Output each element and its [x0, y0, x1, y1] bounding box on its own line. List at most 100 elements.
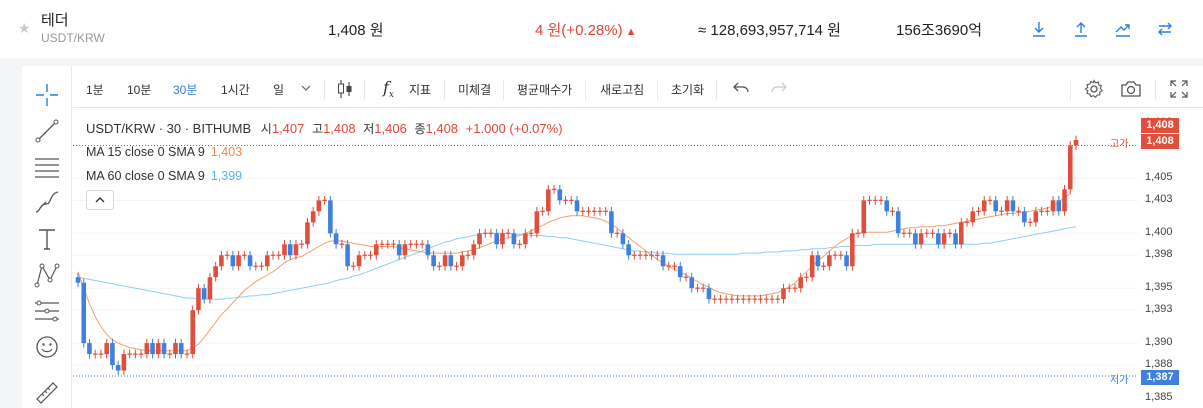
settings-gear-icon[interactable]	[1084, 79, 1104, 102]
candle-body	[706, 288, 712, 300]
legend-collapse-button[interactable]	[86, 190, 114, 210]
price-axis-tick: 1,405	[1145, 171, 1173, 184]
candle-body	[328, 200, 333, 234]
candle-type-icon[interactable]	[337, 79, 353, 102]
high-price-tag: 1,408	[1141, 134, 1179, 149]
candle-body	[287, 244, 293, 256]
candle-body	[918, 233, 924, 245]
swap-icon[interactable]	[1154, 18, 1176, 40]
undo-icon[interactable]	[733, 80, 749, 99]
candle-body	[190, 310, 196, 355]
fullscreen-icon[interactable]	[1169, 79, 1189, 102]
avg-buy-price-button[interactable]: 평균매수가	[517, 83, 573, 97]
candle-body	[213, 266, 218, 278]
interval-30m[interactable]: 30분	[173, 83, 198, 97]
candle-body	[660, 255, 666, 267]
legend-close-label: 종	[414, 122, 426, 136]
price-axis-tick: 1,393	[1145, 303, 1173, 316]
indicator-fx-icon[interactable]: fx	[383, 78, 394, 101]
candle-body	[941, 233, 947, 245]
trend-icon[interactable]	[1112, 18, 1134, 40]
pattern-icon[interactable]	[34, 262, 60, 288]
candle-body	[459, 255, 465, 267]
candle-body	[1050, 200, 1056, 212]
camera-icon[interactable]	[1120, 79, 1142, 102]
candle-body	[534, 211, 540, 234]
upload-icon[interactable]	[1070, 18, 1092, 40]
candle-body	[333, 233, 339, 245]
download-icon[interactable]	[1028, 18, 1050, 40]
emoji-icon[interactable]	[34, 334, 60, 360]
candle-body	[316, 200, 322, 212]
candle-body	[958, 222, 964, 245]
price-axis-tick: 1,390	[1145, 336, 1173, 349]
candle-body	[1033, 211, 1039, 223]
ruler-icon[interactable]	[34, 380, 60, 406]
candle-body	[1056, 200, 1062, 212]
interval-dropdown-chevron-icon[interactable]	[301, 79, 311, 98]
candle-body	[230, 255, 236, 267]
candle-body	[781, 288, 786, 300]
trend-line-icon[interactable]	[34, 118, 60, 144]
horizontal-lines-icon[interactable]	[34, 154, 60, 180]
unfilled-orders-button[interactable]: 미체결	[458, 83, 492, 97]
current-price: 1,408 원	[328, 22, 384, 39]
toolbar-divider	[716, 80, 717, 100]
market-cap: 156조3690억	[896, 22, 982, 39]
refresh-button[interactable]: 새로고침	[600, 83, 645, 97]
interval-1m[interactable]: 1분	[86, 83, 104, 97]
reset-button[interactable]: 초기화	[671, 83, 705, 97]
candle-body	[574, 200, 580, 212]
candle-body	[196, 288, 201, 311]
candle-body	[511, 233, 517, 245]
candle-body	[798, 277, 803, 289]
ma60-line	[77, 226, 1077, 300]
drawing-toolbar	[22, 66, 72, 408]
chart-toolbar: 1분 10분 30분 1시간 일 fx 지표 미체결 평균매수가 새로고침 초기…	[73, 74, 1203, 106]
chart-panel	[22, 66, 1203, 408]
text-tool-icon[interactable]	[34, 226, 60, 252]
candle-body	[1067, 145, 1073, 190]
toolbar-divider-line	[73, 107, 1203, 108]
coin-pair: USDT/KRW	[41, 31, 105, 45]
chevron-up-icon	[95, 197, 105, 203]
price-axis-tick: 1,395	[1145, 281, 1173, 294]
candle-body	[1062, 189, 1067, 212]
ma60-label: MA 60 close 0 SMA 9	[86, 169, 205, 183]
indicator-button[interactable]: 지표	[409, 83, 432, 97]
candle-body	[121, 354, 127, 371]
favorite-star-icon[interactable]: ★	[18, 20, 31, 36]
interval-1h[interactable]: 1시간	[221, 83, 250, 97]
price-chart[interactable]	[73, 108, 1138, 408]
price-axis-tick: 1,385	[1145, 391, 1173, 403]
brush-icon[interactable]	[34, 190, 60, 216]
candle-body	[1004, 200, 1010, 212]
candle-body	[104, 343, 109, 355]
candle-body	[844, 255, 849, 267]
crosshair-icon[interactable]	[34, 82, 60, 108]
candle-body	[247, 255, 253, 267]
candle-body	[373, 244, 379, 256]
market-header: ★ 테더 USDT/KRW 1,408 원 4 원(+0.28%) ▲ ≈ 128…	[0, 0, 1203, 58]
candle-body	[310, 211, 316, 223]
interval-10m[interactable]: 10분	[127, 83, 152, 97]
candle-body	[305, 222, 310, 245]
candle-body	[1010, 200, 1016, 212]
legend-open-label: 시	[260, 122, 272, 136]
candle-body	[356, 255, 362, 267]
interval-day[interactable]: 일	[273, 83, 285, 97]
current-price-tag: 1,408	[1141, 118, 1179, 133]
candle-body	[861, 200, 867, 234]
candle-body	[442, 255, 448, 267]
measure-lines-icon[interactable]	[34, 298, 60, 324]
candle-body	[425, 244, 431, 256]
candle-body	[827, 255, 832, 267]
toolbar-divider	[585, 80, 586, 100]
candle-body	[173, 343, 178, 355]
candle-body	[809, 255, 815, 278]
candle-body	[850, 233, 855, 267]
redo-icon[interactable]	[771, 80, 787, 99]
legend-low-label: 저	[363, 122, 375, 136]
candle-body	[936, 233, 941, 245]
ma15-value: 1,403	[210, 145, 243, 159]
